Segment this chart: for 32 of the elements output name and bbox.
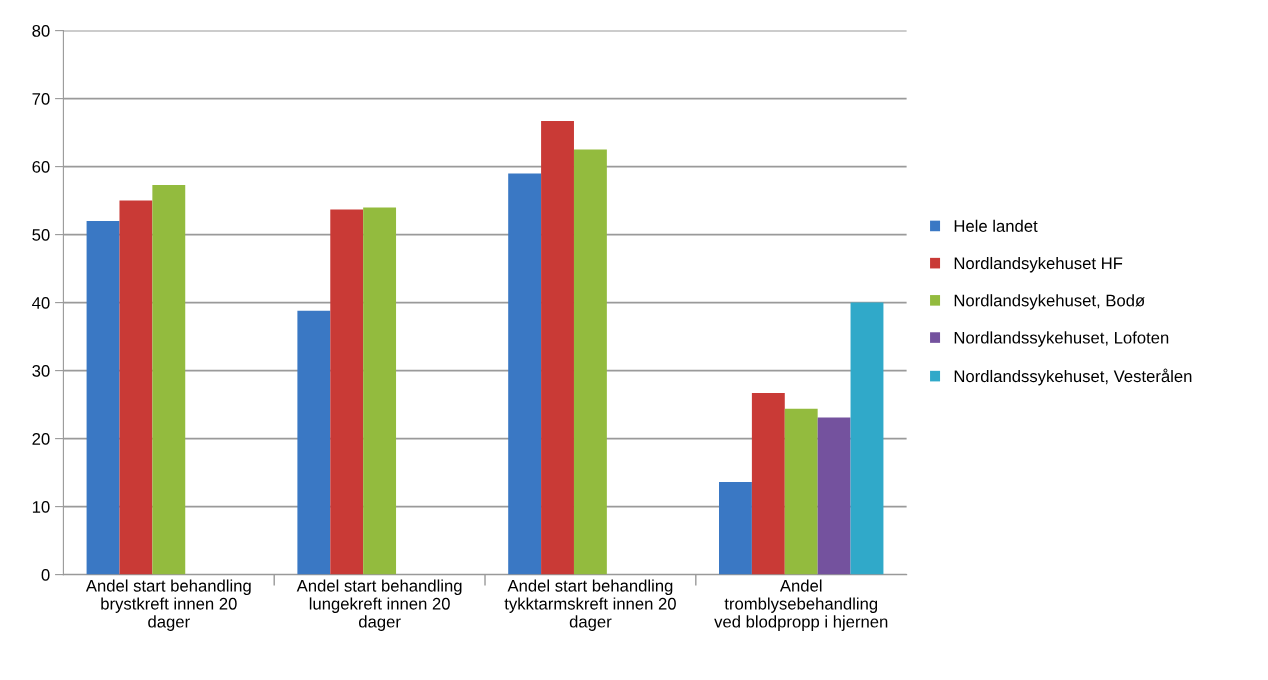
y-tick-label: 10 — [32, 501, 50, 513]
y-tick-label: 20 — [32, 433, 50, 445]
x-tick-label: Andel tromblysebehandling ved blodpropp i hjernen — [714, 579, 888, 631]
bar — [573, 149, 607, 575]
bar — [152, 184, 186, 575]
bar — [751, 393, 785, 575]
bar — [363, 207, 397, 575]
x-tick-label: Andel start behandling brystkreft innen 20 dager — [85, 579, 251, 631]
bar — [330, 209, 364, 575]
y-tick-label: 30 — [32, 365, 50, 377]
y-tick-label: 70 — [32, 93, 50, 105]
legend-label: Nordlandsykehuset HF — [954, 256, 1123, 273]
bar — [541, 121, 574, 575]
y-tick-label: 0 — [41, 569, 50, 581]
bar — [508, 173, 542, 575]
legend-label: Nordlandssykehuset, Vesterålen — [954, 368, 1192, 386]
y-tick-label: 40 — [32, 297, 50, 309]
legend-label: Nordlandssykehuset, Lofoten — [954, 331, 1169, 347]
x-tick-label: Andel start behandling lungekreft innen 20 dager — [296, 579, 462, 631]
bar — [817, 417, 851, 575]
legend-label: Hele landet — [954, 219, 1038, 232]
y-tick-label: 80 — [32, 25, 50, 37]
bar — [119, 200, 153, 575]
y-tick-label: 50 — [32, 229, 50, 241]
bar — [86, 221, 120, 575]
legend-label: Nordlandsykehuset, Bodø — [954, 294, 1145, 310]
x-tick-label: Andel start behandling tykktarmskreft innen 20 dager — [504, 579, 676, 631]
y-tick-label: 60 — [32, 161, 50, 173]
bar — [784, 408, 818, 575]
bar — [719, 482, 752, 575]
bar — [297, 310, 331, 575]
bar — [850, 302, 884, 575]
